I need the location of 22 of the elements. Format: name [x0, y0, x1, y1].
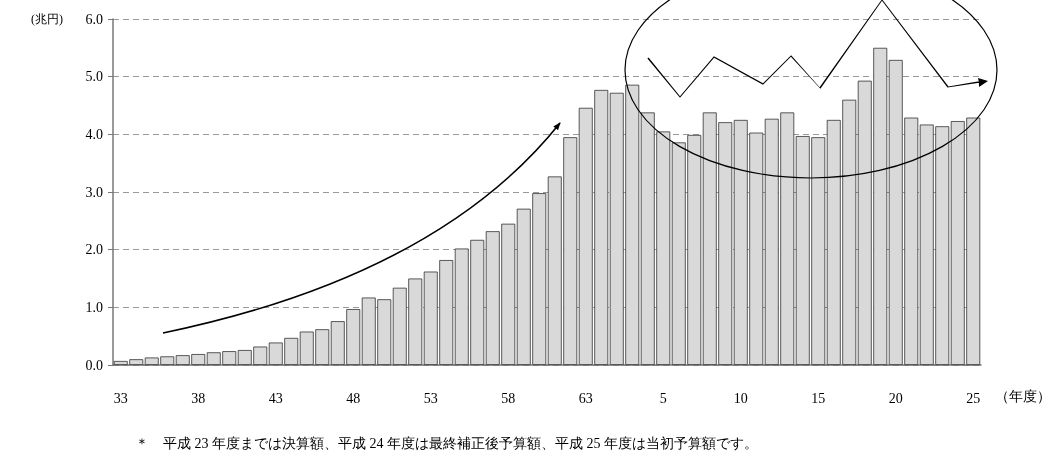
y-tick-label: 2.0	[85, 242, 103, 258]
y-tick-label: 0.0	[85, 357, 103, 373]
x-tick-label: 43	[268, 390, 283, 406]
y-tick-label: 5.0	[85, 69, 103, 85]
x-tick-label: 53	[423, 390, 438, 406]
x-tick-label: 25	[966, 390, 981, 406]
text: ＊ 平成 23 年度までは決算額、平成 24 年度は最終補正後予算額、平成 25 年度は当初予算額です。	[135, 435, 758, 451]
y-tick-label: 4.0	[85, 126, 103, 142]
x-tick-label: 38	[191, 390, 206, 406]
y-tick-label: 1.0	[85, 299, 103, 315]
x-tick-label: 33	[113, 390, 128, 406]
x-tick-label: 63	[578, 390, 593, 406]
y-tick-label: 6.0	[85, 11, 103, 27]
x-tick-label: 5	[659, 390, 667, 406]
x-axis-title: （年度）	[995, 388, 1051, 404]
y-tick-label: 3.0	[85, 184, 103, 200]
x-tick-label: 58	[501, 390, 516, 406]
x-tick-label: 10	[733, 390, 748, 406]
x-tick-label: 15	[811, 390, 826, 406]
x-tick-label: 20	[888, 390, 903, 406]
y-axis-title: (兆円)	[31, 12, 63, 26]
x-tick-label: 48	[346, 390, 361, 406]
